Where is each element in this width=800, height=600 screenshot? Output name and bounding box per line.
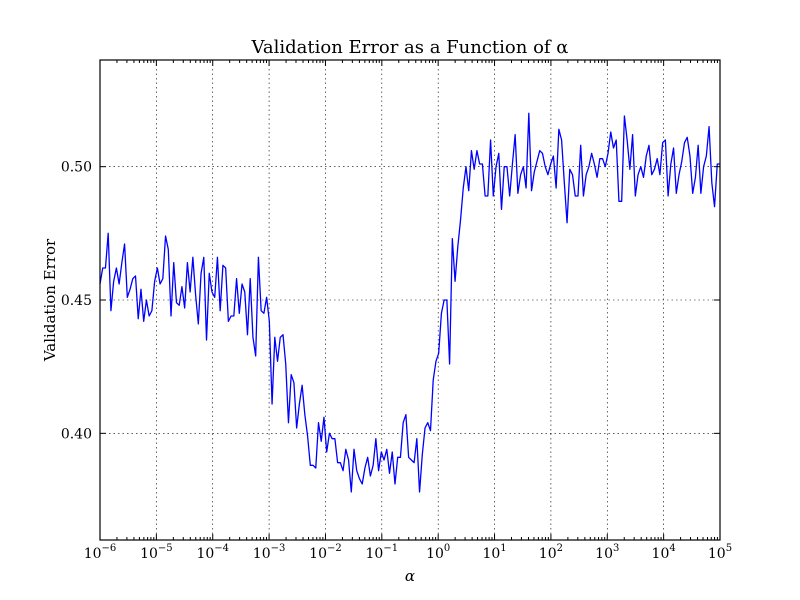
data-series bbox=[99, 112, 720, 493]
x-tick-label: 104 bbox=[652, 543, 676, 562]
series-line bbox=[99, 112, 720, 493]
x-tick-label: 10−1 bbox=[366, 543, 399, 562]
x-tick-label: 10−3 bbox=[253, 543, 286, 562]
x-tick-label: 105 bbox=[708, 543, 732, 562]
y-tick-label: 0.50 bbox=[61, 160, 92, 176]
grid-lines bbox=[100, 60, 720, 540]
x-tick-label: 10−5 bbox=[140, 543, 173, 562]
y-tick-label: 0.45 bbox=[61, 293, 92, 309]
chart-title: Validation Error as a Function of α bbox=[251, 37, 569, 58]
x-tick-label: 100 bbox=[426, 543, 450, 562]
plot-frame bbox=[99, 59, 721, 541]
y-tick-label: 0.40 bbox=[61, 426, 92, 442]
x-tick-label: 103 bbox=[595, 543, 619, 562]
x-tick-label: 101 bbox=[482, 543, 506, 562]
x-tick-label: 10−2 bbox=[309, 543, 342, 562]
x-tick-labels: 10−6 10−5 10−4 10−3 10−2 10−1 100 101 102 103 104 1… bbox=[84, 543, 732, 562]
y-axis-label: Validation Error bbox=[41, 238, 59, 362]
x-axis-label: α bbox=[405, 567, 415, 585]
x-tick-label: 102 bbox=[539, 543, 563, 562]
x-tick-label: 10−4 bbox=[196, 543, 229, 562]
x-tick-label: 10−6 bbox=[84, 543, 117, 562]
y-tick-labels: 0.40 0.45 0.50 bbox=[61, 160, 92, 443]
